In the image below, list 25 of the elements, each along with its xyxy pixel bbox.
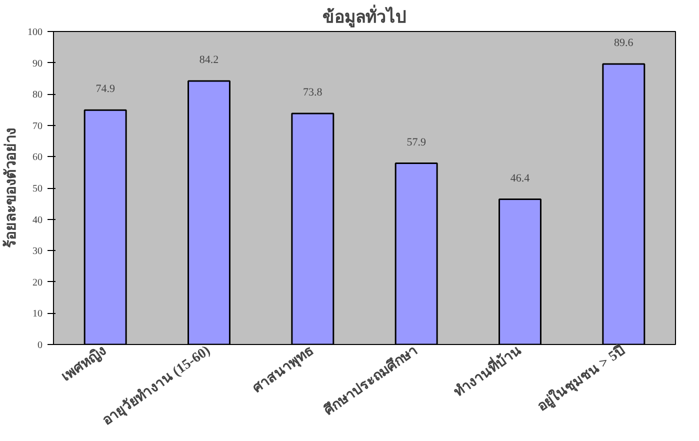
bar <box>498 198 542 344</box>
bar <box>291 112 334 344</box>
data-label: 84.2 <box>199 54 219 66</box>
bar <box>394 162 438 344</box>
y-tick-label: 60 <box>32 152 42 164</box>
y-tick-label: 80 <box>32 90 42 101</box>
data-label: 73.8 <box>303 86 323 99</box>
y-tick-label: 100 <box>28 27 42 38</box>
bar <box>188 80 230 344</box>
data-label: 89.6 <box>614 37 634 50</box>
data-label: 57.9 <box>406 136 426 148</box>
y-tick-label: 30 <box>32 246 42 258</box>
y-axis-title: ร้อยละของตัวอย่าง <box>2 128 20 248</box>
data-label: 46.4 <box>510 172 530 184</box>
bar <box>84 109 127 344</box>
y-tick-label: 70 <box>32 120 42 132</box>
y-tick-label: 20 <box>32 277 42 288</box>
y-tick-label: 90 <box>32 58 42 70</box>
data-label: 74.9 <box>96 83 116 96</box>
y-tick-label: 40 <box>32 214 42 226</box>
y-tick-label: 0 <box>38 340 42 351</box>
bar <box>602 63 646 344</box>
y-tick-label: 10 <box>32 308 42 320</box>
chart-title: ข้อมูลทั่วไป <box>322 4 406 28</box>
y-tick-label: 50 <box>32 184 42 194</box>
